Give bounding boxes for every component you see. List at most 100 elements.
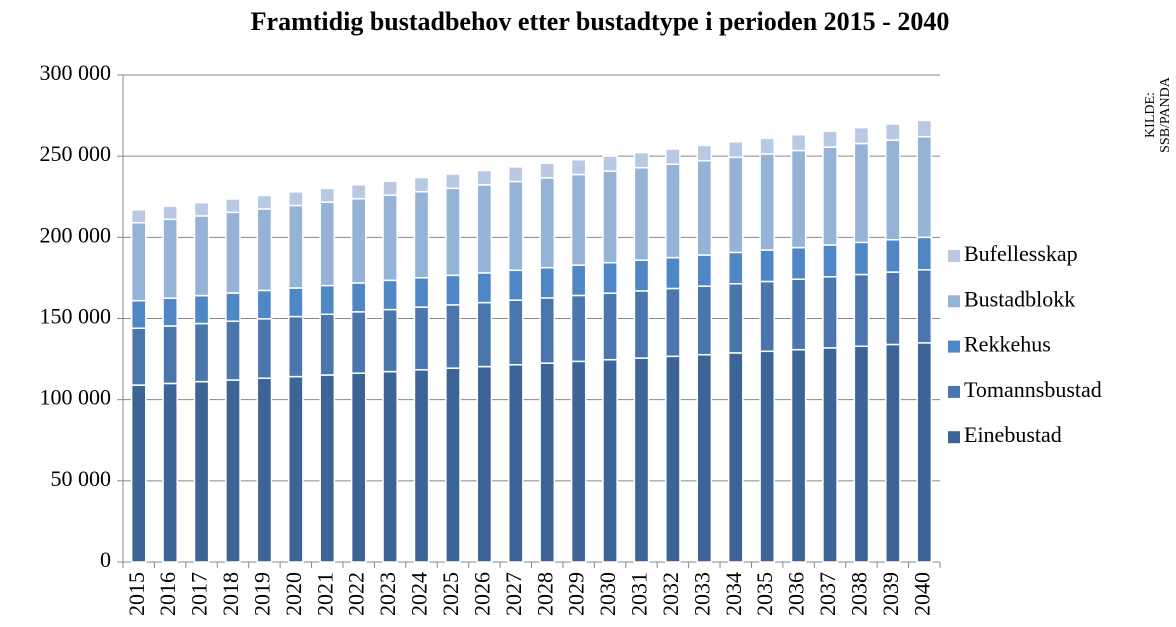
- x-tick-label: 2020: [281, 572, 306, 616]
- y-tick-label: 100 000: [40, 385, 112, 410]
- bar-segment: [476, 169, 493, 186]
- x-tick-label: 2029: [564, 572, 589, 616]
- bar-segment: [665, 287, 681, 358]
- bar-segment: [633, 290, 650, 359]
- y-tick-label: 150 000: [40, 304, 112, 329]
- bar-segment: [445, 187, 461, 277]
- x-tick-label: 2037: [815, 572, 840, 616]
- x-tick-label: 2015: [124, 572, 149, 616]
- bar-segment: [727, 156, 744, 254]
- bar-segment: [288, 191, 304, 207]
- bar-segment: [633, 166, 650, 261]
- bar-segment: [507, 269, 524, 301]
- bar-segment: [853, 142, 870, 244]
- bar-segment: [759, 280, 775, 353]
- bar-segment: [193, 294, 210, 325]
- bar-segment: [413, 306, 430, 371]
- bar-segment: [665, 148, 681, 166]
- x-tick-label: 2034: [721, 572, 746, 616]
- x-tick-label: 2018: [218, 572, 243, 616]
- bar-segment: [885, 123, 901, 141]
- bar-segment: [916, 119, 933, 138]
- source: SSB/PANDA: [1158, 76, 1173, 153]
- bar-segment: [633, 357, 650, 563]
- bar-segment: [696, 159, 713, 256]
- bar-segment: [759, 137, 775, 155]
- legend-swatch: [948, 250, 960, 262]
- chart-title: Framtidig bustadbehov etter bustadtype i…: [251, 7, 950, 36]
- bar-segment: [539, 177, 556, 269]
- bar-segment: [633, 151, 650, 169]
- bar-segment: [539, 362, 556, 563]
- bar-segment: [130, 221, 147, 302]
- legend-label: Tomannsbustad: [964, 377, 1102, 402]
- bar-segment: [696, 144, 713, 162]
- legend-label: Einebustad: [964, 422, 1062, 447]
- bar-segment: [256, 289, 273, 320]
- bar-segment: [130, 384, 147, 563]
- bar-segment: [916, 236, 933, 271]
- bar-segment: [539, 162, 556, 179]
- bar-segment: [822, 276, 838, 349]
- x-tick-label: 2032: [658, 572, 683, 616]
- bar-segment: [885, 271, 901, 346]
- bar-segment: [727, 141, 744, 159]
- bar-segment: [256, 377, 273, 563]
- bar-segment: [602, 358, 618, 563]
- bar-segment: [602, 155, 618, 172]
- x-tick-label: 2021: [312, 572, 337, 616]
- source: KILDE:: [1143, 92, 1158, 138]
- bar-segment: [225, 292, 241, 323]
- bar-segment: [382, 308, 398, 373]
- legend-label: Rekkehus: [964, 332, 1051, 357]
- bar-segment: [476, 272, 493, 304]
- x-tick-label: 2036: [784, 572, 809, 616]
- bar-segment: [507, 166, 524, 183]
- bar-segment: [507, 299, 524, 366]
- bar-segment: [256, 318, 273, 379]
- x-tick-label: 2023: [375, 572, 400, 616]
- x-tick-label: 2024: [407, 572, 432, 616]
- bar-segment: [445, 304, 461, 369]
- x-tick-label: 2016: [155, 572, 180, 616]
- bar-segment: [822, 347, 838, 563]
- bar-segment: [193, 322, 210, 383]
- bar-segment: [288, 287, 304, 318]
- x-tick-label: 2019: [249, 572, 274, 616]
- bar-segment: [413, 176, 430, 193]
- bar-segment: [382, 370, 398, 563]
- bar-segment: [696, 353, 713, 563]
- bar-segment: [350, 197, 367, 284]
- bar-segment: [853, 241, 870, 276]
- bar-segment: [885, 139, 901, 241]
- bar-segment: [162, 297, 178, 327]
- legend-swatch: [948, 340, 960, 353]
- bar-segment: [696, 285, 713, 356]
- bar-segment: [507, 180, 524, 272]
- bar-segment: [162, 205, 178, 221]
- bar-segment: [225, 211, 241, 294]
- bar-segment: [602, 170, 618, 264]
- bar-segment: [790, 246, 807, 280]
- x-tick-label: 2030: [595, 572, 620, 616]
- bar-segment: [539, 297, 556, 364]
- bar-segment: [539, 266, 556, 299]
- bar-segment: [476, 365, 493, 563]
- x-tick-label: 2039: [878, 572, 903, 616]
- bar-segment: [350, 311, 367, 374]
- bar-segment: [665, 163, 681, 259]
- bar-segment: [727, 283, 744, 354]
- y-tick-label: 200 000: [40, 222, 112, 247]
- bar-segment: [602, 261, 618, 294]
- bar-segment: [288, 375, 304, 563]
- bar-segment: [445, 173, 461, 190]
- bar-segment: [507, 364, 524, 563]
- bar-segment: [350, 183, 367, 200]
- bar-segment: [288, 204, 304, 289]
- bar-segment: [256, 194, 273, 210]
- bar-segment: [319, 313, 336, 376]
- bar-segment: [822, 244, 838, 278]
- bar-segment: [885, 343, 901, 563]
- bar-segment: [570, 158, 587, 176]
- bar-segment: [790, 348, 807, 563]
